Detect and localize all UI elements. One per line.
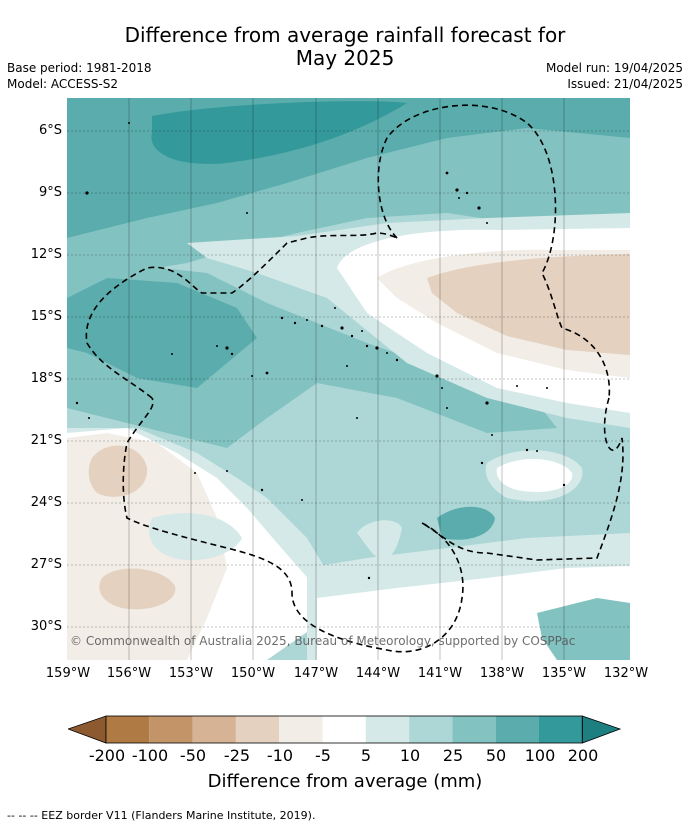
lat-label: 30°S <box>30 619 62 634</box>
islands <box>75 122 566 580</box>
eez-footnote: -- -- -- EEZ border V11 (Flanders Marine… <box>7 809 316 822</box>
zone-minus10-southwest-a <box>88 445 148 497</box>
lon-label: 135°W <box>541 666 587 681</box>
colorbar-swatch <box>235 716 280 743</box>
grid-lines <box>67 98 630 660</box>
lon-label: 144°W <box>355 666 401 681</box>
lon-label: 150°W <box>230 666 276 681</box>
zone-25-50-southeast <box>537 598 630 660</box>
zone-minus10-southwest-b <box>99 568 176 610</box>
lat-label: 21°S <box>30 433 62 448</box>
colorbar-max-arrow <box>581 715 622 744</box>
lat-label: 27°S <box>30 557 62 572</box>
colorbar-swatch <box>452 716 496 743</box>
lon-label: 141°W <box>417 666 463 681</box>
lat-label: 15°S <box>30 309 62 324</box>
lat-label: 6°S <box>38 123 62 138</box>
colorbar-tick: 200 <box>567 746 599 765</box>
colorbar-tick: 100 <box>524 746 556 765</box>
map-title: Difference from average rainfall forecas… <box>0 24 690 70</box>
lat-label: 24°S <box>30 495 62 510</box>
copyright-notice: © Commonwealth of Australia 2025, Bureau… <box>70 634 576 648</box>
colorbar-tick: 25 <box>442 746 464 765</box>
colorbar-tick: -10 <box>266 746 294 765</box>
zone-minus10-north <box>427 254 630 355</box>
eez-border-west <box>85 232 398 399</box>
meta-left: Base period: 1981-2018 Model: ACCESS-S2 <box>7 60 152 92</box>
rainfall-map <box>67 98 630 660</box>
title-line-1: Difference from average rainfall forecas… <box>124 23 566 47</box>
lat-label: 18°S <box>30 371 62 386</box>
colorbar-swatch <box>192 716 236 743</box>
eez-borders <box>85 104 624 653</box>
zone-neutral-east-patch <box>496 458 573 493</box>
lat-label: 9°S <box>38 185 62 200</box>
zone-5-10-southwest-patch <box>149 513 242 561</box>
lat-label: 12°S <box>30 247 62 262</box>
model-run: Model run: 19/04/2025 <box>545 61 683 75</box>
colorbar-swatch <box>539 716 583 743</box>
colorbar-outline <box>105 715 583 744</box>
colorbar-tick: -200 <box>88 746 126 765</box>
colorbar-swatch <box>149 716 193 743</box>
colorbar-swatch <box>322 716 366 743</box>
colorbar-tick: -5 <box>315 746 331 765</box>
eez-border-north <box>377 104 611 399</box>
colorbar-tick: 50 <box>485 746 507 765</box>
zone-5-10-central-patch <box>357 520 402 559</box>
lon-label: 159°W <box>45 666 91 681</box>
colorbar-swatch <box>106 716 150 743</box>
colorbar-tick: -25 <box>223 746 251 765</box>
colorbar-swatch <box>365 716 410 743</box>
colorbar-swatch <box>279 716 323 743</box>
base-period: Base period: 1981-2018 <box>7 61 152 75</box>
colorbar-swatch <box>495 716 539 743</box>
colorbar-min-arrow <box>68 715 107 744</box>
colorbar-tick: -50 <box>179 746 207 765</box>
lon-label: 153°W <box>168 666 214 681</box>
lon-label: 132°W <box>603 666 649 681</box>
zone-100-200-north <box>151 101 407 164</box>
lon-label: 156°W <box>106 666 152 681</box>
colorbar-title: Difference from average (mm) <box>207 771 483 792</box>
lon-label: 138°W <box>479 666 525 681</box>
eez-border-southeast <box>122 397 464 653</box>
model-name: Model: ACCESS-S2 <box>7 77 119 91</box>
colorbar <box>68 715 622 744</box>
zone-50-100-south-patch <box>437 506 495 540</box>
colorbar-tick: -100 <box>131 746 169 765</box>
issued-date: Issued: 21/04/2025 <box>567 77 683 91</box>
zone-50-100-west <box>67 278 257 388</box>
title-line-2: May 2025 <box>295 46 395 70</box>
meta-right: Model run: 19/04/2025 Issued: 21/04/2025 <box>546 60 683 92</box>
colorbar-swatch <box>409 716 453 743</box>
colorbar-tick: 5 <box>360 746 372 765</box>
eez-border-east <box>421 397 624 561</box>
lon-label: 147°W <box>293 666 339 681</box>
colorbar-tick: 10 <box>399 746 421 765</box>
